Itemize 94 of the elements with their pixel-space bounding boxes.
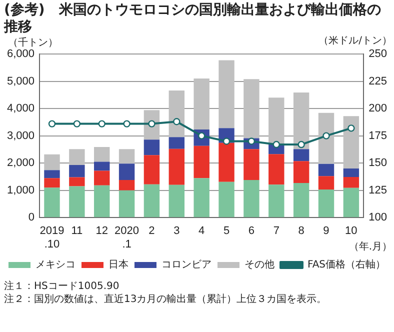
bar [168, 148, 185, 185]
bar [318, 112, 334, 164]
bar [293, 161, 310, 183]
x-tick-label: 4 [198, 225, 205, 238]
point [298, 140, 305, 148]
y2-tick-label: 225 [368, 75, 388, 88]
legend-label: メキシコ [35, 260, 76, 271]
bar [44, 178, 60, 188]
bar [194, 178, 210, 218]
bar [168, 184, 185, 218]
x-tick-label: 2020 .1 [114, 225, 140, 250]
bar [343, 188, 360, 218]
bar [293, 149, 310, 162]
bar [218, 182, 234, 218]
point [73, 120, 81, 128]
bar [343, 116, 360, 169]
text: 注１：HSコード1005.90 [4, 280, 120, 293]
point [48, 120, 56, 128]
y-tick-label: 3,000 [6, 130, 35, 142]
bar [268, 154, 284, 185]
y2-tick-label: 200 [368, 102, 388, 115]
point [272, 140, 280, 148]
y2-tick-label: 175 [368, 130, 388, 142]
bar [343, 176, 360, 188]
bar [94, 162, 110, 171]
text: 注２：国別の数値は、直近13カ月の輸出量（累計）上位３カ国を表示。 [4, 293, 328, 306]
bar [168, 90, 185, 138]
bar [318, 164, 334, 176]
bar [44, 154, 60, 170]
bar [268, 184, 284, 218]
chart-title: (参考) 米国のトウモロコシの国別輸出量および輸出価格の推移 [2, 1, 382, 36]
y-tick-label: 4,000 [6, 102, 35, 115]
point [98, 120, 106, 128]
point [173, 118, 180, 126]
bar [44, 188, 60, 218]
y-tick-label: 6,000 [6, 48, 35, 60]
legend-label: その他 [244, 258, 274, 271]
y2-tick-label: 150 [368, 157, 388, 170]
bar [144, 155, 160, 184]
bar [94, 170, 110, 186]
bar [118, 149, 135, 164]
bar [118, 180, 135, 190]
bar [144, 184, 160, 218]
bar [343, 168, 360, 177]
x-tick-label: 2 [148, 225, 155, 238]
bar [244, 79, 260, 138]
legend-label: コロンビア [161, 260, 212, 271]
x-tick-label: 10 [345, 225, 358, 238]
bar [218, 60, 234, 128]
bar [244, 149, 260, 180]
y-axis-title: （千トン） [8, 36, 58, 49]
legend-label: 日本 [108, 258, 128, 271]
bar [94, 146, 110, 162]
bar [94, 185, 110, 218]
bar [293, 92, 310, 150]
y-tick-label: 1,000 [6, 184, 35, 196]
bar [218, 142, 234, 182]
bar [318, 190, 334, 218]
x-tick-label: 7 [273, 225, 280, 238]
bar [268, 98, 284, 144]
x-tick-label: 11 [71, 225, 83, 238]
bar [69, 149, 85, 165]
x-tick-label: 3 [174, 225, 180, 238]
legend-label: FAS価格（右軸） [307, 258, 386, 271]
bar [44, 170, 60, 178]
bar [69, 164, 85, 178]
x-axis-title: （年.月） [348, 240, 392, 253]
x-tick-label: 8 [298, 225, 304, 238]
x-tick-label: 9 [323, 225, 330, 238]
bar [118, 164, 135, 180]
x-tick-label: 2019 .10 [40, 225, 64, 250]
point [322, 132, 330, 140]
point [348, 124, 355, 132]
point [123, 120, 130, 128]
bar [318, 176, 334, 190]
x-tick-label: 12 [96, 225, 108, 238]
bar [144, 140, 160, 156]
bar [69, 177, 85, 186]
bar [69, 186, 85, 218]
point [222, 138, 230, 145]
y2-tick-label: 100 [368, 212, 388, 224]
x-tick-label: 5 [223, 225, 230, 238]
bar [194, 146, 210, 178]
bar [194, 78, 210, 130]
y-tick-label: 0 [28, 212, 35, 224]
bar [168, 137, 185, 149]
y-tick-label: 2,000 [6, 157, 35, 170]
y2-tick-label: 125 [368, 184, 388, 196]
bar [244, 180, 260, 218]
bar [293, 182, 310, 218]
bar [118, 190, 135, 218]
y2-tick-label: 250 [368, 48, 388, 60]
x-tick-label: 6 [248, 225, 255, 238]
y-tick-label: 5,000 [6, 75, 35, 88]
